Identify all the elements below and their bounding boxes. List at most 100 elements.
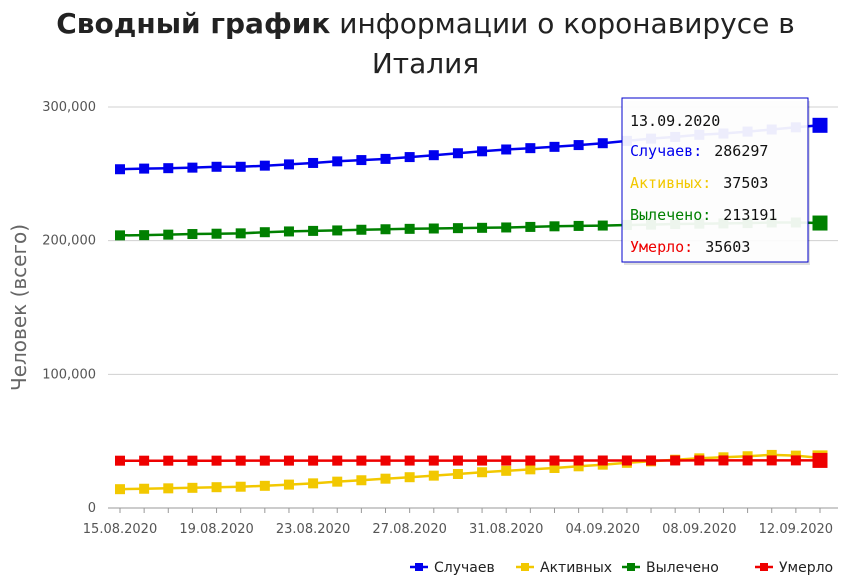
data-point[interactable] [428, 150, 439, 161]
data-point[interactable] [573, 220, 584, 231]
data-point[interactable] [670, 455, 681, 466]
data-point[interactable] [380, 455, 391, 466]
data-point[interactable] [404, 455, 415, 466]
data-point[interactable] [812, 452, 828, 468]
data-point[interactable] [573, 455, 584, 466]
data-point[interactable] [259, 160, 270, 171]
data-point[interactable] [404, 472, 415, 483]
data-point[interactable] [525, 143, 536, 154]
data-point[interactable] [308, 478, 319, 489]
data-point[interactable] [187, 229, 198, 240]
data-point[interactable] [477, 222, 488, 233]
data-point[interactable] [428, 470, 439, 481]
data-point[interactable] [332, 476, 343, 487]
data-point[interactable] [211, 161, 222, 172]
data-point[interactable] [139, 230, 150, 241]
data-point[interactable] [501, 465, 512, 476]
data-point[interactable] [597, 220, 608, 231]
data-point[interactable] [308, 225, 319, 236]
legend-item[interactable]: Вылечено [622, 560, 719, 576]
data-point[interactable] [356, 224, 367, 235]
data-point[interactable] [380, 473, 391, 484]
data-point[interactable] [163, 229, 174, 240]
data-point[interactable] [356, 475, 367, 486]
data-point[interactable] [356, 455, 367, 466]
data-point[interactable] [766, 449, 777, 460]
data-point[interactable] [283, 479, 294, 490]
data-point[interactable] [380, 153, 391, 164]
data-point[interactable] [283, 159, 294, 170]
data-point[interactable] [646, 455, 657, 466]
data-point[interactable] [308, 157, 319, 168]
data-point[interactable] [115, 164, 125, 175]
data-point[interactable] [332, 455, 343, 466]
data-point[interactable] [477, 455, 488, 466]
data-point[interactable] [283, 455, 294, 466]
data-point[interactable] [235, 161, 246, 172]
data-point[interactable] [549, 462, 560, 473]
data-point[interactable] [452, 455, 463, 466]
data-point[interactable] [139, 163, 150, 174]
data-point[interactable] [404, 223, 415, 234]
data-point[interactable] [549, 221, 560, 232]
data-point[interactable] [452, 223, 463, 234]
data-point[interactable] [742, 455, 753, 466]
data-point[interactable] [477, 146, 488, 157]
data-point[interactable] [139, 483, 150, 494]
data-point[interactable] [573, 140, 584, 151]
data-point[interactable] [501, 455, 512, 466]
data-point[interactable] [812, 215, 828, 231]
legend-item[interactable]: Активных [516, 560, 612, 576]
data-point[interactable] [573, 461, 584, 472]
data-point[interactable] [283, 226, 294, 237]
data-point[interactable] [404, 152, 415, 163]
legend-item[interactable]: Случаев [410, 560, 495, 576]
data-point[interactable] [259, 480, 270, 491]
data-point[interactable] [187, 455, 198, 466]
data-point[interactable] [211, 228, 222, 239]
legend[interactable]: Случаев Активных Вылечено Умерло [410, 560, 833, 576]
data-point[interactable] [525, 455, 536, 466]
data-point[interactable] [501, 144, 512, 155]
data-point[interactable] [187, 482, 198, 493]
data-point[interactable] [428, 223, 439, 234]
data-point[interactable] [163, 163, 174, 174]
data-point[interactable] [812, 117, 828, 133]
data-point[interactable] [211, 482, 222, 493]
legend-item[interactable]: Умерло [755, 560, 833, 576]
data-point[interactable] [115, 484, 125, 495]
data-point[interactable] [452, 468, 463, 479]
data-point[interactable] [452, 148, 463, 159]
data-point[interactable] [235, 455, 246, 466]
data-point[interactable] [549, 455, 560, 466]
data-point[interactable] [525, 221, 536, 232]
data-point[interactable] [597, 138, 608, 149]
data-point[interactable] [501, 222, 512, 233]
data-point[interactable] [621, 455, 632, 466]
data-point[interactable] [259, 455, 270, 466]
data-point[interactable] [115, 230, 125, 241]
data-point[interactable] [356, 155, 367, 166]
data-point[interactable] [332, 225, 343, 236]
data-point[interactable] [525, 464, 536, 475]
data-point[interactable] [597, 455, 608, 466]
data-point[interactable] [308, 455, 319, 466]
data-point[interactable] [428, 455, 439, 466]
data-point[interactable] [549, 141, 560, 152]
data-point[interactable] [235, 481, 246, 492]
data-point[interactable] [477, 467, 488, 478]
data-point[interactable] [235, 228, 246, 239]
data-point[interactable] [766, 455, 777, 466]
data-point[interactable] [163, 455, 174, 466]
data-point[interactable] [718, 455, 729, 466]
data-point[interactable] [259, 227, 270, 238]
data-point[interactable] [139, 455, 150, 466]
data-point[interactable] [332, 156, 343, 167]
data-point[interactable] [115, 455, 125, 466]
data-point[interactable] [187, 162, 198, 173]
data-point[interactable] [211, 455, 222, 466]
data-point[interactable] [790, 455, 801, 466]
data-point[interactable] [163, 483, 174, 494]
data-point[interactable] [694, 455, 705, 466]
data-point[interactable] [380, 224, 391, 235]
